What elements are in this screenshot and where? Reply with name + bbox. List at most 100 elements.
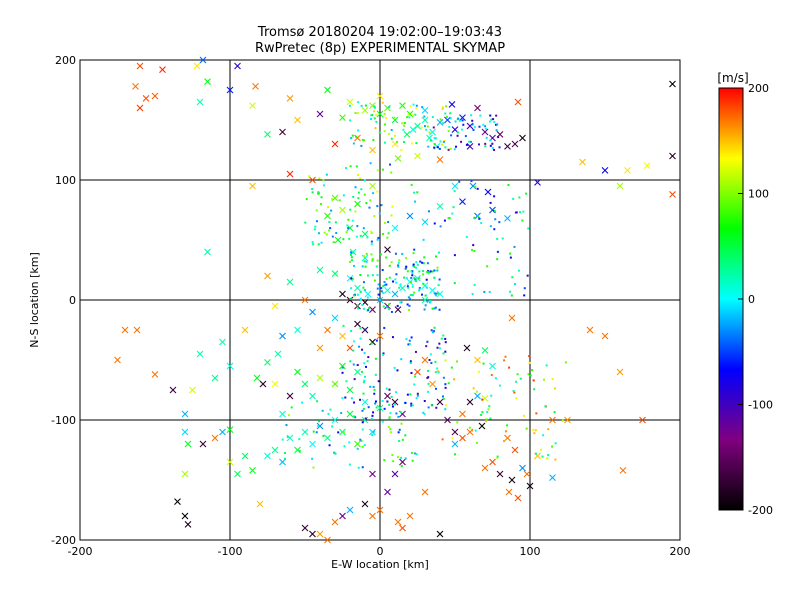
scatter-point-dot [444, 408, 447, 411]
scatter-point-dot [433, 276, 436, 279]
scatter-point-dot [383, 123, 386, 126]
scatter-point-dot [375, 406, 378, 409]
scatter-point-dot [493, 148, 496, 151]
scatter-point-dot [444, 350, 447, 353]
scatter-point-cross [316, 530, 324, 538]
scatter-point-dot [390, 129, 393, 132]
scatter-point-dot [433, 222, 436, 225]
scatter-point-cross [181, 512, 189, 520]
scatter-point-dot [533, 432, 536, 435]
scatter-point-dot [376, 259, 379, 262]
scatter-point-dot [332, 241, 335, 244]
scatter-point-dot [407, 343, 410, 346]
scatter-point-dot [357, 197, 360, 200]
scatter-point-dot [421, 293, 424, 296]
scatter-point-dot [462, 123, 465, 126]
scatter-point-dot [394, 278, 397, 281]
scatter-point-dot [489, 139, 492, 142]
scatter-point-dot [404, 434, 407, 437]
scatter-point-dot [320, 196, 323, 199]
scatter-point-cross [504, 215, 511, 222]
scatter-point-dot [316, 400, 319, 403]
scatter-point-dot [371, 259, 374, 262]
scatter-point-dot [322, 184, 325, 187]
scatter-point-dot [350, 253, 353, 256]
scatter-point-dot [363, 260, 366, 263]
scatter-point-dot [311, 457, 314, 460]
scatter-point-dot [426, 340, 429, 343]
scatter-point-dot [395, 141, 398, 144]
scatter-point-dot [391, 453, 394, 456]
scatter-point-dot [427, 210, 430, 213]
scatter-point-dot [410, 336, 413, 339]
x-axis-label: E-W location [km] [331, 558, 429, 571]
scatter-point-dot [434, 306, 437, 309]
scatter-point-dot [314, 225, 317, 228]
scatter-point-dot [359, 298, 362, 301]
scatter-point-dot [370, 243, 373, 246]
scatter-point-dot [489, 201, 492, 204]
scatter-point-dot [382, 353, 385, 356]
scatter-point-dot [508, 366, 511, 369]
scatter-point-cross [474, 104, 481, 112]
scatter-point-dot [422, 273, 425, 276]
scatter-point-cross [369, 428, 376, 436]
scatter-point-cross [132, 83, 139, 90]
scatter-point-dot [389, 412, 392, 415]
scatter-point-dot [456, 421, 459, 424]
scatter-point-dot [345, 380, 348, 383]
scatter-point-dot [382, 292, 385, 295]
scatter-point-dot [365, 104, 368, 107]
scatter-point-cross [169, 386, 177, 394]
scatter-point-cross [253, 374, 261, 382]
scatter-point-dot [411, 285, 414, 288]
scatter-point-dot [450, 366, 453, 369]
scatter-point-dot [385, 387, 388, 390]
scatter-point-dot [401, 438, 404, 441]
scatter-point-cross [414, 368, 421, 376]
scatter-point-dot [442, 122, 445, 125]
scatter-point-dot [442, 352, 445, 355]
scatter-point-cross [184, 440, 192, 448]
y-tick-label: 0 [69, 294, 76, 307]
scatter-point-dot [493, 121, 496, 124]
scatter-point-dot [414, 350, 417, 353]
scatter-point-dot [362, 227, 365, 230]
scatter-point-dot [412, 293, 415, 296]
scatter-point-cross [271, 446, 279, 454]
scatter-point-dot [328, 220, 331, 223]
scatter-point-cross [364, 290, 372, 298]
scatter-point-cross [526, 482, 534, 490]
scatter-point-dot [331, 425, 334, 428]
scatter-point-dot [436, 146, 439, 149]
scatter-point-cross [451, 428, 459, 436]
scatter-point-dot [335, 231, 338, 234]
scatter-point-dot [449, 147, 452, 150]
scatter-point-cross [294, 368, 301, 376]
scatter-point-dot [490, 394, 493, 397]
scatter-point-cross [601, 167, 609, 174]
scatter-point-dot [512, 197, 515, 200]
scatter-point-dot [438, 147, 441, 150]
scatter-point-dot [456, 134, 459, 137]
scatter-point-dot [352, 349, 355, 352]
scatter-point-dot [284, 457, 287, 460]
scatter-point-dot [511, 276, 514, 279]
scatter-point-dot [416, 263, 419, 266]
scatter-point-dot [415, 107, 418, 110]
scatter-point-cross [504, 143, 511, 150]
scatter-point-dot [403, 141, 406, 144]
scatter-point-cross [369, 470, 376, 478]
scatter-point-dot [488, 405, 491, 408]
scatter-point-dot [444, 112, 447, 115]
scatter-point-dot [429, 139, 432, 142]
scatter-point-dot [404, 457, 407, 460]
scatter-point-dot [349, 260, 352, 263]
scatter-point-cross [339, 332, 346, 340]
scatter-point-dot [448, 125, 451, 128]
scatter-point-cross [331, 314, 339, 322]
scatter-point-dot [410, 402, 413, 405]
scatter-point-dot [390, 214, 393, 217]
scatter-point-dot [410, 270, 413, 273]
scatter-point-dot [454, 120, 457, 123]
